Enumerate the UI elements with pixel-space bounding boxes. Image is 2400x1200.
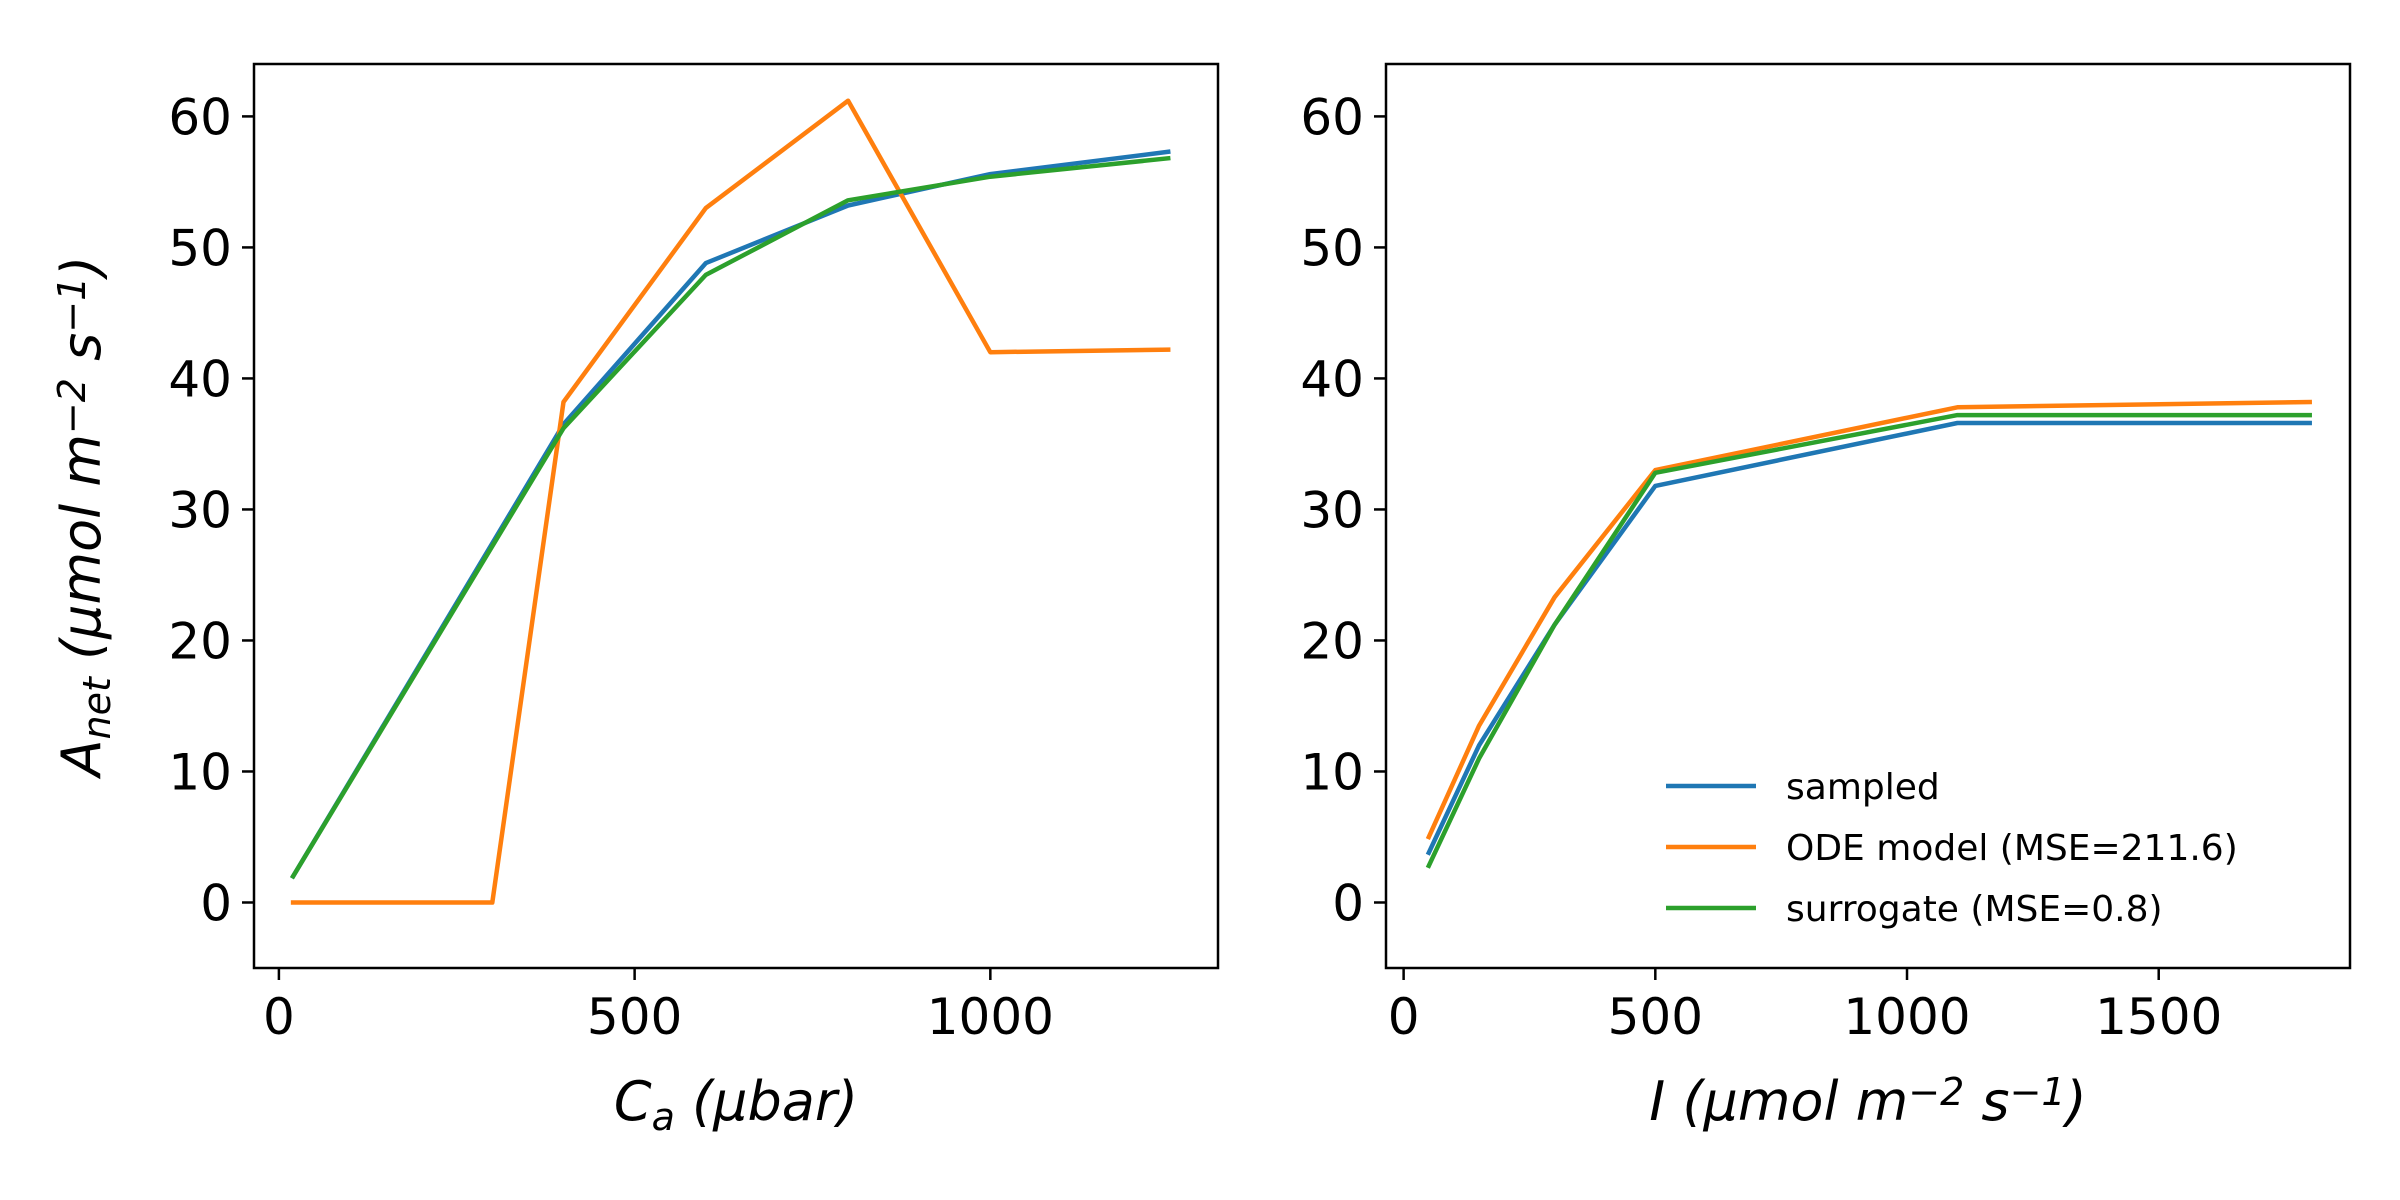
x-tick-label: 500 (1608, 988, 1703, 1046)
x-axis-title: Ca (μbar) (614, 1070, 858, 1139)
series-line-surrogate (290, 155, 1171, 880)
x-tick-label: 0 (1388, 988, 1420, 1046)
series-line-sampled (1425, 420, 2312, 856)
y-tick-label: 30 (168, 481, 232, 539)
y-tick-label: 0 (200, 874, 232, 932)
y-tick-label: 50 (168, 219, 232, 277)
x-tick-label: 1000 (927, 988, 1054, 1046)
legend-label-ode: ODE model (MSE=211.6) (1786, 828, 2238, 869)
legend-label-surrogate: surrogate (MSE=0.8) (1786, 889, 2163, 930)
y-tick-label: 20 (168, 612, 232, 670)
y-tick-label: 10 (1300, 743, 1364, 801)
y-tick-label: 60 (168, 88, 232, 146)
series-line-ode (290, 98, 1171, 905)
x-tick-label: 1500 (2095, 988, 2222, 1046)
x-tick-label: 0 (263, 988, 295, 1046)
y-tick-label: 10 (168, 743, 232, 801)
legend-label-sampled: sampled (1786, 767, 1940, 808)
x-axis-title: I (μmol m−2 s−1) (1649, 1070, 2086, 1133)
plot-frame (1384, 62, 2352, 970)
y-axis-title: Anet (μmol m−2 s−1) (50, 256, 119, 780)
legend: sampled ODE model (MSE=211.6) surrogate (M… (1666, 767, 2238, 930)
plot-frame (252, 62, 1220, 970)
y-tick-label: 60 (1300, 88, 1364, 146)
x-tick-label: 500 (587, 988, 682, 1046)
chart-panel-1: 0 500 1000 0 10 20 30 40 50 60 Ca (μbar) Anet (μmol… (50, 62, 1220, 1139)
y-tick-label: 20 (1300, 612, 1364, 670)
y-tick-label: 50 (1300, 219, 1364, 277)
x-tick-label: 1000 (1843, 988, 1970, 1046)
y-tick-label: 40 (1300, 350, 1364, 408)
y-tick-label: 0 (1332, 874, 1364, 932)
y-tick-label: 30 (1300, 481, 1364, 539)
series-line-surrogate (1425, 412, 2312, 869)
y-tick-label: 40 (168, 350, 232, 408)
series-line-ode (1425, 399, 2312, 840)
chart-panel-2: 0 500 1000 1500 0 10 20 30 40 50 60 I (μmol m−2 s−1… (1300, 62, 2352, 1133)
